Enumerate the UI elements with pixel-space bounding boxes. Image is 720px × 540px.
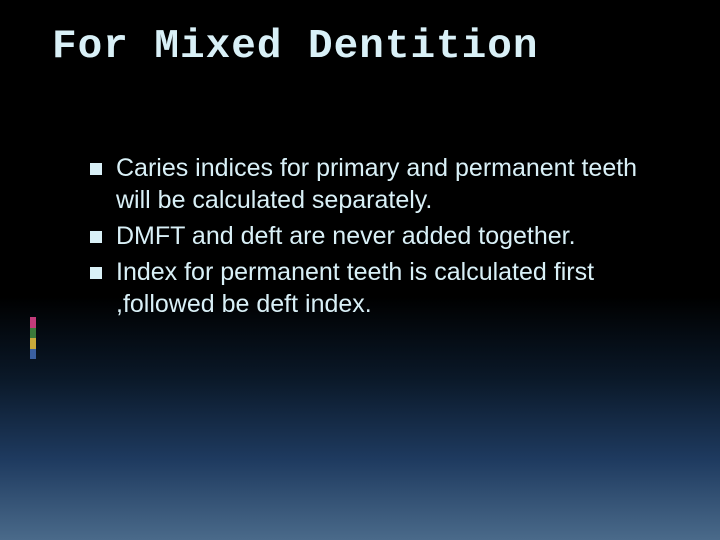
bullet-text: DMFT and deft are never added together.: [116, 220, 576, 252]
bullet-item: Caries indices for primary and permanent…: [90, 152, 670, 216]
bullet-text: Caries indices for primary and permanent…: [116, 152, 670, 216]
bullet-text: Index for permanent teeth is calculated …: [116, 256, 670, 320]
accent-seg-4: [30, 349, 36, 360]
bullet-marker-icon: [90, 163, 102, 175]
slide-title: For Mixed Dentition: [52, 24, 538, 70]
bullet-marker-icon: [90, 231, 102, 243]
accent-seg-2: [30, 328, 36, 339]
bullet-item: DMFT and deft are never added together.: [90, 220, 670, 252]
accent-seg-3: [30, 338, 36, 349]
accent-seg-1: [30, 317, 36, 328]
slide: For Mixed Dentition Caries indices for p…: [0, 0, 720, 540]
slide-content: Caries indices for primary and permanent…: [90, 152, 670, 324]
bullet-item: Index for permanent teeth is calculated …: [90, 256, 670, 320]
accent-bar: [30, 317, 36, 359]
bullet-marker-icon: [90, 267, 102, 279]
